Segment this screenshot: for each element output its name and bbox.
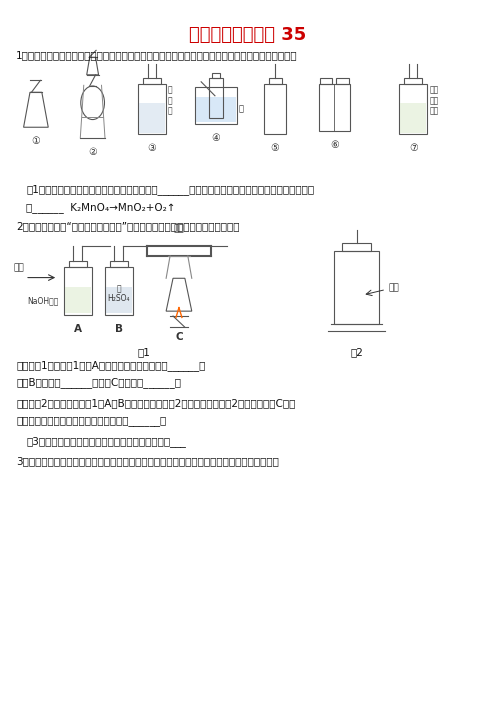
Text: ①: ① [32,136,40,146]
Text: 1、通过一年的化学学习，你已经掌握了实验室制取气体的有关规律，请你结合下列装置图回答问题：: 1、通过一年的化学学习，你已经掌握了实验室制取气体的有关规律，请你结合下列装置图… [16,51,298,60]
Text: 红磷: 红磷 [388,284,399,293]
Bar [106,286,131,313]
Text: NaOH溶液: NaOH溶液 [28,296,59,305]
Text: 3、为研究二氧化碳的性质，某同学在实验室采用如图所示装置实验时，接触到下面一些问题：: 3、为研究二氧化碳的性质，某同学在实验室采用如图所示装置实验时，接触到下面一些问… [16,456,279,466]
Text: ③: ③ [147,143,156,153]
Text: 图1: 图1 [138,347,151,357]
Bar [400,103,426,133]
Text: 濃
硫
酸: 濃 硫 酸 [168,86,173,116]
Text: ②: ② [88,147,97,157]
Text: B: B [115,324,123,333]
Bar [336,79,349,84]
Bar [196,97,236,122]
Text: 是______  K₂MnO₄→MnO₂+O₂↑: 是______ K₂MnO₄→MnO₂+O₂↑ [26,202,176,213]
Text: 装置B的作用是______，装置C的作用是______。: 装置B的作用是______，装置C的作用是______。 [16,378,181,388]
Text: 锐丝: 锐丝 [174,225,185,234]
Bar [138,84,166,134]
Text: （3）此法得到的氮气不纯，请你分析可能的原因是___: （3）此法得到的氮气不纯，请你分析可能的原因是___ [26,437,186,447]
Bar [319,79,332,84]
Text: A: A [74,324,82,333]
Bar [143,78,161,84]
Bar [269,78,282,84]
Text: 水: 水 [238,104,243,113]
Bar [64,267,92,314]
Text: 实验，实验中用红磷而不用木炭的原因是______；: 实验，实验中用红磷而不用木炭的原因是______； [16,416,167,426]
Text: ⑥: ⑥ [330,140,339,150]
Bar [342,244,372,251]
Bar [334,251,379,324]
Text: 2、某学习小组将“从空气中制取氮气”作为研究课题，以下是他们的实验方案：: 2、某学习小组将“从空气中制取氮气”作为研究课题，以下是他们的实验方案： [16,222,240,232]
Text: ⑤: ⑤ [271,143,280,153]
Text: 空气: 空气 [13,264,24,272]
Bar [404,78,422,84]
Text: C: C [175,332,183,342]
Bar [65,286,91,313]
Bar [264,84,286,134]
Text: 方案一（1）写出图1装置A中发生反应的化学方程式______；: 方案一（1）写出图1装置A中发生反应的化学方程式______； [16,360,205,371]
Text: （1）用高锴酸钟制取氧气应选用的发生装置是______（填序号，下同），写出该反应的化学方程式: （1）用高锴酸钟制取氧气应选用的发生装置是______（填序号，下同），写出该反… [26,185,314,195]
Text: 濃
H₂SO₄: 濃 H₂SO₄ [108,284,130,303]
Text: 方案二（2）将空气通过图1中A、B装置后，收集于图2的广口炓中，用图2装置代替装置C进行: 方案二（2）将空气通过图1中A、B装置后，收集于图2的广口炓中，用图2装置代替装… [16,399,296,409]
Bar [318,84,350,131]
Text: 图2: 图2 [350,347,363,357]
Text: 气体的净化和除杂 35: 气体的净化和除杂 35 [189,26,307,44]
Bar [209,78,223,118]
Bar [195,87,237,124]
Bar [110,261,127,267]
Text: ⑦: ⑦ [409,143,418,153]
Text: ④: ④ [212,133,220,143]
Bar [211,73,220,78]
Bar [399,84,427,134]
Text: 氢氧
化钓
溶液: 氢氧 化钓 溶液 [430,86,439,116]
Bar [105,267,132,314]
Bar [69,261,87,267]
Bar [139,103,165,133]
